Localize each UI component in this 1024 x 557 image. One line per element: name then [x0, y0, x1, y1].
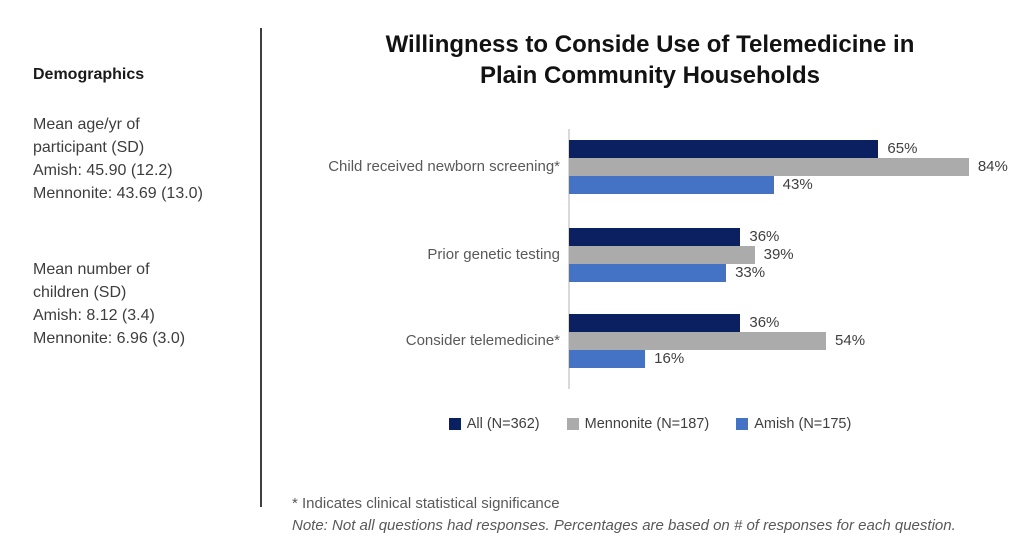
value-label-series0-cat1: 36%: [749, 228, 780, 245]
mean-age-line-1: Mean age/yr of: [33, 116, 140, 133]
legend-label-mennonite: Mennonite (N=187): [584, 416, 710, 432]
value-label-series1-cat1: 39%: [763, 246, 794, 263]
legend-label-all: All (N=362): [466, 416, 540, 432]
legend-label-amish: Amish (N=175): [754, 416, 852, 432]
footnotes: * Indicates clinical statistical signifi…: [292, 493, 1018, 537]
demographics-panel: Demographics Mean age/yr of participant …: [33, 64, 248, 350]
mean-age-amish: Amish: 45.90 (12.2): [33, 162, 173, 179]
category-label-2: Consider telemedicine*: [405, 332, 560, 349]
bar-series0-cat0: [569, 140, 879, 158]
legend-swatch-all: [448, 418, 461, 430]
mean-age-line-2: participant (SD): [33, 139, 145, 156]
value-label-series1-cat2: 54%: [835, 332, 866, 349]
mean-children-line-2: children (SD): [33, 284, 127, 301]
vertical-divider: [260, 28, 262, 507]
bar-series2-cat0: [569, 176, 774, 194]
chart-title-line-2: Plain Community Households: [479, 62, 821, 89]
category-label-0: Child received newborn screening*: [328, 158, 560, 175]
bar-series0-cat2: [569, 314, 741, 332]
value-label-series1-cat0: 84%: [977, 158, 1008, 175]
bar-series0-cat1: [569, 228, 741, 246]
response-note: Note: Not all questions had responses. P…: [292, 517, 956, 534]
bar-series1-cat2: [569, 332, 827, 350]
value-label-series0-cat0: 65%: [887, 140, 918, 157]
mean-age-mennonite: Mennonite: 43.69 (13.0): [33, 185, 203, 202]
bar-series1-cat1: [569, 246, 755, 264]
value-label-series2-cat2: 16%: [654, 350, 685, 367]
demographics-heading: Demographics: [33, 66, 145, 83]
category-label-1: Prior genetic testing: [427, 246, 560, 263]
mean-children-mennonite: Mennonite: 6.96 (3.0): [33, 330, 186, 347]
mean-age-block: Mean age/yr of participant (SD) Amish: 4…: [33, 113, 248, 205]
mean-children-line-1: Mean number of: [33, 261, 150, 278]
value-label-series2-cat0: 43%: [782, 176, 813, 193]
mean-children-block: Mean number of children (SD) Amish: 8.12…: [33, 258, 248, 350]
legend-swatch-mennonite: [566, 418, 579, 430]
value-label-series0-cat2: 36%: [749, 314, 780, 331]
legend-item-all: All (N=362): [448, 416, 540, 432]
chart-title-line-1: Willingness to Conside Use of Telemedici…: [385, 31, 915, 58]
chart-title: Willingness to Conside Use of Telemedici…: [320, 29, 980, 91]
chart-legend: All (N=362) Mennonite (N=187) Amish (N=1…: [320, 416, 980, 432]
legend-item-mennonite: Mennonite (N=187): [566, 416, 710, 432]
mean-children-amish: Amish: 8.12 (3.4): [33, 307, 155, 324]
legend-item-amish: Amish (N=175): [736, 416, 851, 432]
bar-series2-cat1: [569, 264, 727, 282]
legend-swatch-amish: [736, 418, 749, 430]
bar-series1-cat0: [569, 158, 969, 176]
bar-series2-cat2: [569, 350, 646, 368]
value-label-series2-cat1: 33%: [735, 264, 766, 281]
significance-note: * Indicates clinical statistical signifi…: [292, 495, 560, 512]
